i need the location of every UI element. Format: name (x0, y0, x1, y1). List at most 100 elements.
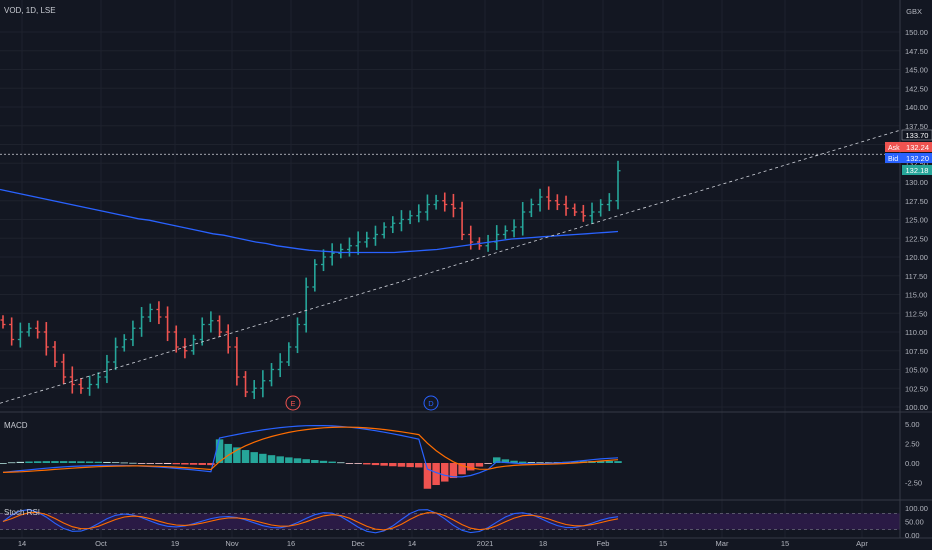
time-tick-label: Feb (597, 539, 610, 548)
ohlc-bar (35, 320, 41, 339)
time-tick-label: 14 (18, 539, 26, 548)
price-tick-label: 112.50 (905, 309, 927, 318)
ohlc-bar (43, 322, 49, 356)
ohlc-bar (217, 315, 223, 337)
ohlc-bar (606, 193, 612, 212)
time-tick-label: 14 (408, 539, 416, 548)
ohlc-bar (537, 188, 543, 212)
macd-histogram-bar (259, 453, 267, 463)
macd-histogram-bar (380, 463, 388, 466)
macd-line (2, 425, 619, 478)
macd-histogram-bar (172, 463, 180, 465)
macd-histogram-bar (484, 463, 492, 464)
bid-tag: Bid 132.20 (885, 153, 932, 163)
last-price-tag: 132.18 (902, 165, 932, 175)
macd-histogram-bar (423, 463, 432, 489)
macd-histogram-bar (198, 463, 206, 465)
ohlc-bar (520, 202, 526, 236)
macd-histogram-bar (302, 459, 310, 463)
time-tick-label: 15 (659, 539, 667, 548)
ask-tag: Ask 132.24 (885, 142, 932, 152)
time-tick-label: Mar (716, 539, 729, 548)
ask-value: 132.24 (906, 143, 929, 152)
stoch-tick-label: 0.00 (905, 531, 920, 540)
price-tick-label: 150.00 (905, 28, 928, 37)
price-tick-label: 102.50 (905, 384, 928, 393)
macd-histogram-bar (527, 462, 536, 463)
ohlc-bar (312, 259, 318, 292)
stoch-overbought-oversold-band (0, 513, 900, 530)
ohlc-bar (121, 334, 127, 352)
price-tick-label: 147.50 (905, 47, 928, 56)
bid-value: 132.20 (906, 154, 929, 163)
macd-tick-label: -2.50 (905, 479, 922, 488)
ohlc-bar (139, 307, 145, 337)
moving-average-line (0, 188, 619, 254)
ohlc-bar (598, 199, 604, 217)
macd-histogram-bar (137, 463, 146, 464)
macd-histogram-bar (397, 463, 406, 467)
ohlc-bar (329, 243, 335, 266)
ohlc-bar (303, 277, 309, 333)
stoch-rsi-title[interactable]: Stoch RSI (4, 508, 40, 517)
macd-pane (0, 425, 622, 489)
overlay-lines (0, 129, 901, 404)
ohlc-bar (191, 334, 197, 355)
ohlc-bar (572, 203, 578, 217)
macd-histogram-bar (42, 461, 51, 463)
macd-histogram-bar (129, 462, 137, 464)
ohlc-bar (87, 375, 93, 396)
macd-histogram-bar (33, 461, 42, 463)
price-tick-label: 140.00 (905, 103, 928, 112)
macd-histogram-bar (570, 461, 579, 463)
macd-title[interactable]: MACD (4, 421, 28, 430)
ohlc-bar (234, 337, 240, 386)
macd-histogram-bar (389, 463, 397, 467)
ohlc-bar (459, 201, 465, 241)
macd-histogram-bar (518, 461, 527, 463)
ohlc-bar (286, 342, 292, 367)
macd-histogram-bar (189, 463, 198, 465)
price-tick-label: 115.00 (905, 291, 927, 300)
macd-histogram-bar (85, 461, 94, 463)
ohlc-bar (78, 378, 84, 394)
stoch-k-line (2, 509, 619, 534)
stoch-tick-label: 50.00 (905, 518, 924, 527)
ohlc-bar (580, 204, 586, 222)
price-tick-label: 127.50 (905, 197, 928, 206)
ohlc-bar (277, 353, 283, 378)
price-tick-label: 137.50 (905, 122, 928, 131)
macd-histogram-bar (467, 463, 475, 471)
ask-label: Ask (888, 145, 900, 152)
dividend-marker[interactable]: D (423, 395, 439, 411)
price-tick-label: 110.00 (905, 328, 927, 337)
time-tick-label: Apr (856, 539, 868, 548)
ohlc-bar (442, 192, 448, 212)
price-tick-label: 142.50 (905, 84, 928, 93)
ohlc-bar (372, 225, 378, 246)
macd-histogram-bar (25, 461, 33, 463)
macd-tick-label: 0.00 (905, 459, 920, 468)
macd-histogram-bar (267, 455, 276, 463)
macd-histogram-bar (536, 462, 544, 464)
ohlc-bar (511, 219, 517, 238)
macd-histogram-bar (51, 461, 59, 463)
macd-histogram-bar (328, 461, 336, 463)
macd-histogram-bar (111, 462, 120, 464)
macd-histogram-bar (614, 461, 622, 463)
macd-histogram-bar (7, 462, 16, 464)
ohlc-bar (398, 210, 404, 232)
price-tick-label: 117.50 (905, 272, 927, 281)
macd-histogram-bar (16, 461, 25, 463)
macd-histogram-bar (94, 461, 103, 463)
stoch-tick-label: 100.00 (905, 504, 928, 513)
ohlc-bar (156, 301, 162, 325)
price-tick-label: 145.00 (905, 66, 928, 75)
ohlc-bar (390, 216, 396, 234)
symbol-label[interactable]: VOD, 1D, LSE (4, 6, 56, 15)
ohlc-bar (130, 320, 136, 347)
earnings-marker[interactable]: E (285, 395, 301, 411)
time-tick-label: Dec (351, 539, 365, 548)
